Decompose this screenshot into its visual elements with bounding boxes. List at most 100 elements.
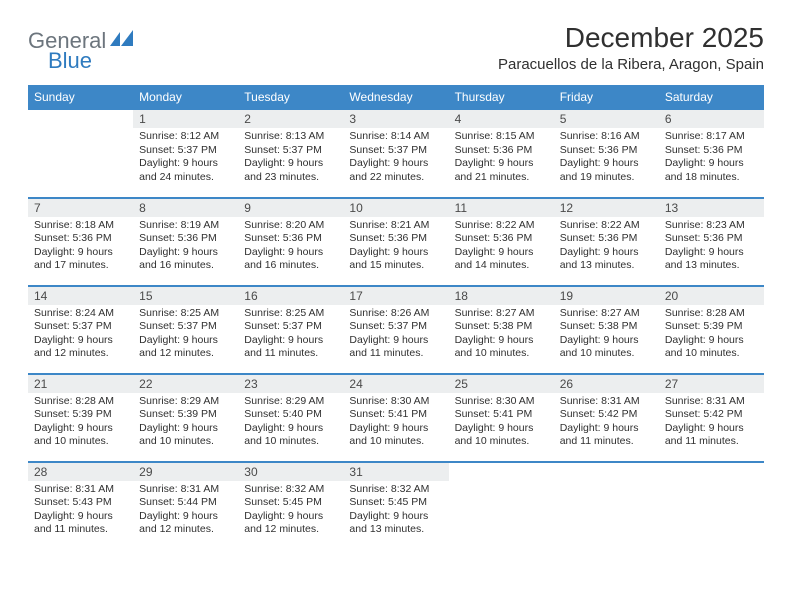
calendar-cell: 30Sunrise: 8:32 AMSunset: 5:45 PMDayligh… (238, 461, 343, 549)
day-line: and 10 minutes. (560, 347, 653, 361)
day-content: Sunrise: 8:31 AMSunset: 5:42 PMDaylight:… (659, 393, 764, 454)
day-line: Sunrise: 8:31 AM (34, 483, 127, 497)
calendar-cell: 31Sunrise: 8:32 AMSunset: 5:45 PMDayligh… (343, 461, 448, 549)
calendar-cell: 26Sunrise: 8:31 AMSunset: 5:42 PMDayligh… (554, 373, 659, 461)
day-line: Sunrise: 8:16 AM (560, 130, 653, 144)
day-line: Sunrise: 8:13 AM (244, 130, 337, 144)
day-line: Daylight: 9 hours (665, 422, 758, 436)
day-line: Sunset: 5:45 PM (349, 496, 442, 510)
day-number: 28 (28, 462, 133, 481)
calendar-cell: 7Sunrise: 8:18 AMSunset: 5:36 PMDaylight… (28, 197, 133, 285)
calendar-cell: 22Sunrise: 8:29 AMSunset: 5:39 PMDayligh… (133, 373, 238, 461)
day-content: Sunrise: 8:12 AMSunset: 5:37 PMDaylight:… (133, 128, 238, 189)
day-content: Sunrise: 8:27 AMSunset: 5:38 PMDaylight:… (449, 305, 554, 366)
day-line: Daylight: 9 hours (665, 246, 758, 260)
day-number: 20 (659, 286, 764, 305)
calendar-week: 14Sunrise: 8:24 AMSunset: 5:37 PMDayligh… (28, 285, 764, 373)
day-line: Daylight: 9 hours (244, 334, 337, 348)
day-content: Sunrise: 8:14 AMSunset: 5:37 PMDaylight:… (343, 128, 448, 189)
day-content: Sunrise: 8:22 AMSunset: 5:36 PMDaylight:… (554, 217, 659, 278)
day-line: and 13 minutes. (665, 259, 758, 273)
day-line: Sunrise: 8:24 AM (34, 307, 127, 321)
day-line: Sunrise: 8:15 AM (455, 130, 548, 144)
day-line: Sunset: 5:36 PM (455, 144, 548, 158)
day-line: and 19 minutes. (560, 171, 653, 185)
day-line: Sunset: 5:37 PM (349, 320, 442, 334)
day-content: Sunrise: 8:23 AMSunset: 5:36 PMDaylight:… (659, 217, 764, 278)
day-content: Sunrise: 8:20 AMSunset: 5:36 PMDaylight:… (238, 217, 343, 278)
day-line: Daylight: 9 hours (244, 422, 337, 436)
day-line: and 11 minutes. (665, 435, 758, 449)
day-line: Sunset: 5:37 PM (139, 320, 232, 334)
day-number: 21 (28, 374, 133, 393)
calendar-cell: 11Sunrise: 8:22 AMSunset: 5:36 PMDayligh… (449, 197, 554, 285)
day-line: Sunrise: 8:14 AM (349, 130, 442, 144)
day-content: Sunrise: 8:28 AMSunset: 5:39 PMDaylight:… (659, 305, 764, 366)
day-line: Sunrise: 8:22 AM (560, 219, 653, 233)
day-line: and 24 minutes. (139, 171, 232, 185)
day-line: Sunrise: 8:29 AM (244, 395, 337, 409)
day-header: Thursday (449, 85, 554, 109)
day-line: and 14 minutes. (455, 259, 548, 273)
day-line: Sunset: 5:41 PM (349, 408, 442, 422)
day-line: and 16 minutes. (139, 259, 232, 273)
calendar-cell: 21Sunrise: 8:28 AMSunset: 5:39 PMDayligh… (28, 373, 133, 461)
calendar-cell: 1Sunrise: 8:12 AMSunset: 5:37 PMDaylight… (133, 109, 238, 197)
day-number: 3 (343, 109, 448, 128)
day-line: Sunset: 5:37 PM (244, 320, 337, 334)
day-number: 30 (238, 462, 343, 481)
day-number: 24 (343, 374, 448, 393)
calendar-cell (659, 461, 764, 549)
day-line: Daylight: 9 hours (244, 246, 337, 260)
day-number: 23 (238, 374, 343, 393)
day-number: 8 (133, 198, 238, 217)
day-line: and 11 minutes. (349, 347, 442, 361)
day-line: Daylight: 9 hours (560, 334, 653, 348)
day-line: Daylight: 9 hours (455, 246, 548, 260)
day-line: Sunrise: 8:32 AM (349, 483, 442, 497)
calendar-cell: 14Sunrise: 8:24 AMSunset: 5:37 PMDayligh… (28, 285, 133, 373)
day-content: Sunrise: 8:31 AMSunset: 5:43 PMDaylight:… (28, 481, 133, 542)
day-line: Sunrise: 8:31 AM (139, 483, 232, 497)
day-content: Sunrise: 8:32 AMSunset: 5:45 PMDaylight:… (238, 481, 343, 542)
day-line: and 23 minutes. (244, 171, 337, 185)
day-content: Sunrise: 8:15 AMSunset: 5:36 PMDaylight:… (449, 128, 554, 189)
day-content: Sunrise: 8:24 AMSunset: 5:37 PMDaylight:… (28, 305, 133, 366)
day-line: Daylight: 9 hours (34, 422, 127, 436)
calendar-cell (554, 461, 659, 549)
day-line: and 10 minutes. (244, 435, 337, 449)
day-line: and 12 minutes. (34, 347, 127, 361)
calendar-header-row: SundayMondayTuesdayWednesdayThursdayFrid… (28, 85, 764, 109)
day-header: Friday (554, 85, 659, 109)
day-line: and 10 minutes. (455, 347, 548, 361)
day-number (554, 462, 659, 481)
calendar-cell: 20Sunrise: 8:28 AMSunset: 5:39 PMDayligh… (659, 285, 764, 373)
day-line: Sunset: 5:37 PM (349, 144, 442, 158)
calendar-cell: 25Sunrise: 8:30 AMSunset: 5:41 PMDayligh… (449, 373, 554, 461)
day-number: 22 (133, 374, 238, 393)
calendar-body: 1Sunrise: 8:12 AMSunset: 5:37 PMDaylight… (28, 109, 764, 549)
day-line: Daylight: 9 hours (455, 157, 548, 171)
logo-triangle-icon (110, 30, 136, 53)
day-line: Daylight: 9 hours (665, 334, 758, 348)
day-line: Sunset: 5:36 PM (665, 144, 758, 158)
day-content: Sunrise: 8:19 AMSunset: 5:36 PMDaylight:… (133, 217, 238, 278)
day-number: 1 (133, 109, 238, 128)
day-line: Sunrise: 8:23 AM (665, 219, 758, 233)
day-number: 12 (554, 198, 659, 217)
title-block: December 2025 Paracuellos de la Ribera, … (498, 22, 764, 73)
day-line: Sunrise: 8:25 AM (139, 307, 232, 321)
day-line: Sunset: 5:40 PM (244, 408, 337, 422)
calendar-cell: 24Sunrise: 8:30 AMSunset: 5:41 PMDayligh… (343, 373, 448, 461)
calendar-cell: 6Sunrise: 8:17 AMSunset: 5:36 PMDaylight… (659, 109, 764, 197)
day-line: and 16 minutes. (244, 259, 337, 273)
day-number (28, 109, 133, 128)
day-line: Sunset: 5:36 PM (349, 232, 442, 246)
logo-part2: Blue (48, 48, 92, 73)
day-content: Sunrise: 8:31 AMSunset: 5:44 PMDaylight:… (133, 481, 238, 542)
calendar-cell: 10Sunrise: 8:21 AMSunset: 5:36 PMDayligh… (343, 197, 448, 285)
day-line: Sunset: 5:39 PM (34, 408, 127, 422)
day-line: Sunrise: 8:26 AM (349, 307, 442, 321)
calendar-cell: 18Sunrise: 8:27 AMSunset: 5:38 PMDayligh… (449, 285, 554, 373)
day-content: Sunrise: 8:27 AMSunset: 5:38 PMDaylight:… (554, 305, 659, 366)
